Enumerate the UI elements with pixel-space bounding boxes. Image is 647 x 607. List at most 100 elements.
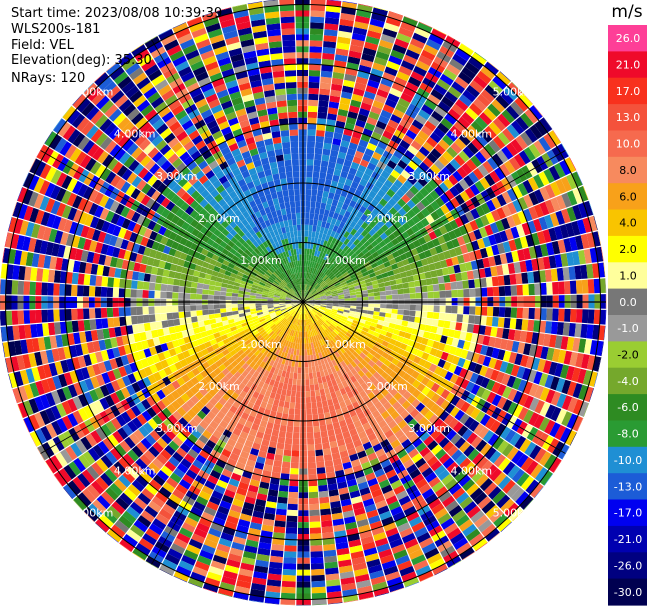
velocity-gate bbox=[196, 338, 205, 346]
velocity-gate bbox=[294, 306, 299, 311]
velocity-gate bbox=[437, 421, 448, 433]
velocity-gate bbox=[247, 415, 256, 423]
velocity-gate bbox=[356, 145, 367, 154]
velocity-gate bbox=[512, 510, 524, 522]
velocity-gate bbox=[374, 180, 384, 189]
velocity-gate bbox=[310, 237, 315, 244]
velocity-gate bbox=[399, 565, 415, 577]
velocity-gate bbox=[318, 309, 325, 314]
velocity-gate bbox=[217, 371, 226, 380]
velocity-gate bbox=[522, 179, 534, 194]
velocity-gate bbox=[251, 442, 261, 451]
velocity-gate bbox=[193, 501, 206, 512]
velocity-gate bbox=[504, 160, 516, 174]
velocity-gate bbox=[242, 336, 250, 343]
velocity-gate bbox=[206, 358, 215, 366]
velocity-gate bbox=[295, 318, 298, 325]
velocity-gate bbox=[292, 318, 297, 324]
velocity-gate bbox=[305, 266, 308, 273]
velocity-gate bbox=[324, 387, 330, 395]
velocity-gate bbox=[297, 367, 302, 374]
velocity-gate bbox=[355, 270, 362, 277]
velocity-gate bbox=[112, 287, 120, 298]
velocity-gate bbox=[574, 235, 584, 250]
velocity-gate bbox=[440, 335, 448, 344]
velocity-gate bbox=[267, 344, 273, 351]
velocity-gate bbox=[332, 518, 345, 526]
velocity-gate bbox=[339, 400, 347, 409]
velocity-gate bbox=[297, 319, 300, 326]
velocity-gate bbox=[336, 273, 343, 279]
velocity-gate bbox=[238, 481, 249, 491]
velocity-gate bbox=[360, 237, 368, 245]
velocity-gate bbox=[311, 324, 315, 330]
velocity-gate bbox=[332, 259, 338, 266]
velocity-gate bbox=[212, 554, 227, 565]
velocity-gate bbox=[207, 334, 215, 341]
velocity-gate bbox=[320, 297, 327, 300]
velocity-gate bbox=[426, 240, 435, 250]
velocity-gate bbox=[384, 285, 392, 291]
velocity-gate bbox=[324, 336, 330, 343]
velocity-gate bbox=[397, 419, 408, 430]
velocity-gate bbox=[190, 293, 197, 300]
velocity-gate bbox=[366, 285, 374, 290]
velocity-gate bbox=[285, 313, 291, 319]
velocity-gate bbox=[306, 266, 310, 273]
velocity-gate bbox=[65, 309, 72, 321]
velocity-gate bbox=[300, 313, 303, 320]
velocity-gate bbox=[500, 217, 511, 230]
velocity-gate bbox=[580, 233, 590, 249]
velocity-gate bbox=[407, 209, 416, 219]
velocity-gate bbox=[314, 359, 319, 367]
velocity-gate bbox=[380, 363, 388, 372]
velocity-gate bbox=[180, 324, 188, 332]
velocity-gate bbox=[306, 272, 309, 279]
velocity-gate bbox=[308, 485, 318, 493]
velocity-gate bbox=[548, 165, 561, 181]
velocity-gate bbox=[347, 315, 355, 320]
velocity-gate bbox=[98, 254, 107, 266]
velocity-gate bbox=[89, 274, 97, 286]
velocity-gate bbox=[485, 528, 500, 542]
velocity-gate bbox=[400, 409, 410, 420]
velocity-gate bbox=[491, 276, 499, 287]
velocity-gate bbox=[426, 256, 435, 265]
velocity-gate bbox=[429, 247, 438, 256]
velocity-gate bbox=[106, 348, 115, 360]
velocity-gate bbox=[320, 508, 331, 516]
velocity-gate bbox=[485, 277, 493, 287]
velocity-gate bbox=[255, 385, 262, 394]
velocity-gate bbox=[329, 155, 338, 163]
velocity-gate bbox=[338, 24, 353, 33]
velocity-gate bbox=[293, 324, 297, 331]
velocity-gate bbox=[262, 333, 269, 339]
velocity-gate bbox=[358, 3, 373, 8]
velocity-gate bbox=[416, 382, 426, 393]
velocity-gate bbox=[327, 380, 333, 388]
velocity-gate bbox=[356, 241, 364, 249]
velocity-gate bbox=[346, 148, 356, 156]
velocity-gate bbox=[143, 366, 153, 377]
velocity-gate bbox=[167, 414, 178, 425]
velocity-gate bbox=[328, 242, 334, 250]
velocity-gate bbox=[100, 454, 113, 469]
velocity-gate bbox=[366, 142, 377, 152]
velocity-gate bbox=[330, 275, 336, 281]
velocity-gate bbox=[288, 316, 293, 322]
velocity-gate bbox=[206, 571, 222, 582]
velocity-gate bbox=[544, 473, 554, 486]
velocity-gate bbox=[527, 271, 535, 284]
velocity-gate bbox=[537, 333, 545, 346]
velocity-gate bbox=[22, 236, 31, 251]
velocity-gate bbox=[154, 290, 161, 299]
velocity-gate bbox=[309, 267, 313, 274]
velocity-gate bbox=[295, 306, 300, 312]
velocity-gate bbox=[136, 289, 143, 298]
velocity-gate bbox=[497, 440, 509, 454]
velocity-gate bbox=[544, 184, 556, 199]
velocity-gate bbox=[323, 253, 329, 261]
velocity-gate bbox=[162, 503, 176, 516]
velocity-gate bbox=[172, 410, 183, 421]
velocity-gate bbox=[462, 314, 470, 324]
